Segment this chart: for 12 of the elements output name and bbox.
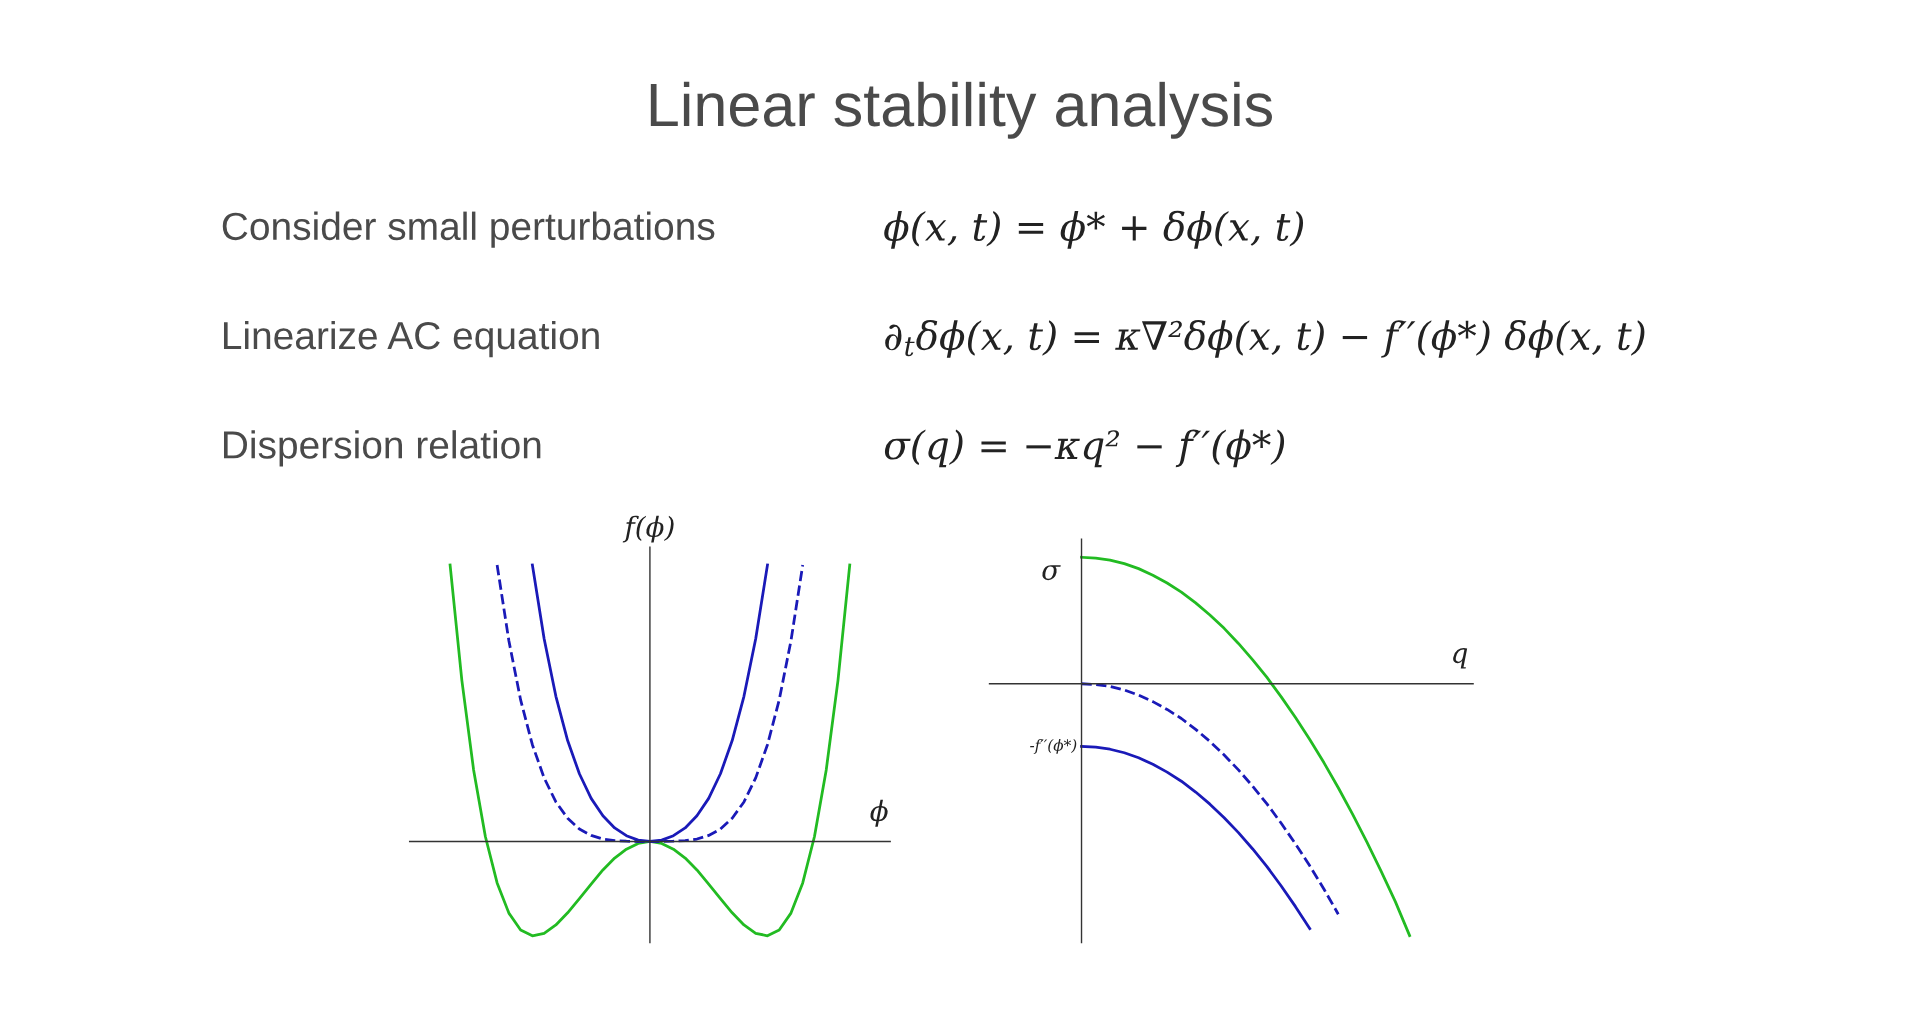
text: Consider small perturbations — [222, 211, 715, 248]
chart-title: Linear stability analysis — [650, 81, 1272, 139]
text: Linearize AC equation — [223, 320, 599, 358]
y-axis-title: σ — [1042, 565, 1061, 581]
y-axis-title: f(ϕ) — [622, 515, 674, 543]
text: ϕ(x, t) = ϕ* + δϕ(x, t) — [884, 210, 1304, 249]
text: σ(q) = −κq² − f′′(ϕ*) — [884, 429, 1285, 468]
x-axis-title: q — [1453, 648, 1468, 669]
text: ∂$_{t}$δϕ(x, t) = κ∇²δϕ(x, t) − f′′(ϕ*) δϕ(x, t) — [885, 319, 1645, 358]
x-axis-title: ϕ — [870, 799, 888, 827]
annotation: -f′′(ϕ*) — [1030, 739, 1077, 754]
text: Dispersion relation — [223, 430, 541, 467]
